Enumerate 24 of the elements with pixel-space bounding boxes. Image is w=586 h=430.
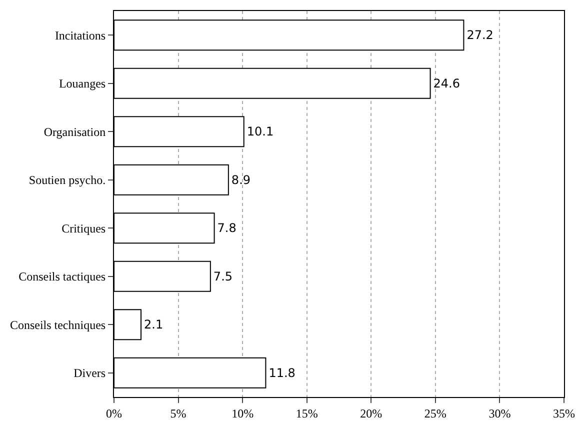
- y-tick-label: Conseils tactiques: [18, 270, 106, 284]
- data-label: 27.2: [466, 28, 494, 42]
- data-label: 8.9: [231, 172, 251, 187]
- x-tick-label: 35%: [553, 406, 575, 420]
- data-label: 11.8: [268, 366, 296, 380]
- x-tick-label: 0%: [106, 406, 122, 420]
- x-tick-label: 20%: [360, 406, 382, 420]
- y-tick-label: Louanges: [58, 76, 106, 91]
- data-label: 7.5: [213, 269, 233, 284]
- data-label: 2.1: [144, 318, 164, 332]
- data-label: 10.1: [246, 124, 274, 139]
- y-tick-label: Soutien psycho.: [28, 173, 106, 188]
- x-tick-label: 25%: [424, 406, 446, 420]
- x-tick-label: 15%: [296, 406, 318, 420]
- y-tick-label: Conseils techniques: [10, 318, 106, 332]
- y-tick-label: Divers: [74, 366, 106, 380]
- x-tick-label: 30%: [488, 406, 511, 420]
- y-tick-label: Organisation: [44, 124, 106, 139]
- x-tick-label: 10%: [232, 406, 254, 420]
- y-tick-label: Critiques: [62, 221, 106, 236]
- x-tick-label: 5%: [170, 406, 186, 420]
- data-label: 7.8: [217, 221, 236, 236]
- data-label: 24.6: [433, 76, 460, 90]
- y-tick-label: Incitations: [54, 28, 106, 42]
